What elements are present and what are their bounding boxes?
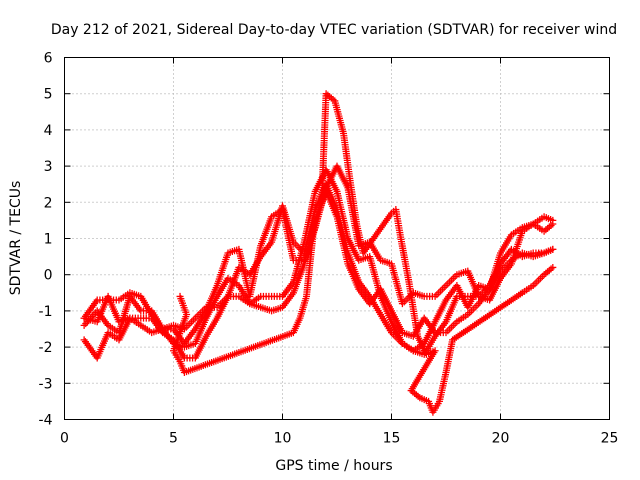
data-point <box>549 245 557 253</box>
plot-frame <box>64 57 610 420</box>
y-tick-label: 3 <box>44 159 53 175</box>
y-tick-label: 5 <box>44 87 53 103</box>
x-tick-label: 10 <box>274 431 292 447</box>
x-tick-label: 25 <box>601 431 619 447</box>
data-point <box>549 216 557 224</box>
x-tick-label: 15 <box>383 431 401 447</box>
x-tick-label: 20 <box>492 431 510 447</box>
y-tick-label: 0 <box>44 268 53 284</box>
chart-title: Day 212 of 2021, Sidereal Day-to-day VTE… <box>51 22 617 38</box>
y-tick-label: 6 <box>44 51 53 67</box>
y-tick-label: 1 <box>44 232 53 248</box>
series-trace-e <box>170 90 557 416</box>
x-tick-label: 5 <box>169 431 178 447</box>
y-tick-label: -2 <box>39 340 53 356</box>
y-tick-label: -1 <box>39 304 53 320</box>
data-point <box>549 263 557 271</box>
y-axis-label: SDTVAR / TECUs <box>8 181 24 296</box>
x-tick-label: 0 <box>60 431 69 447</box>
y-tick-label: -4 <box>39 413 53 429</box>
x-axis-label: GPS time / hours <box>275 458 392 474</box>
y-tick-label: 2 <box>44 195 53 211</box>
y-tick-label: 4 <box>44 123 53 139</box>
data-series <box>80 90 557 416</box>
y-tick-label: -3 <box>39 376 53 392</box>
